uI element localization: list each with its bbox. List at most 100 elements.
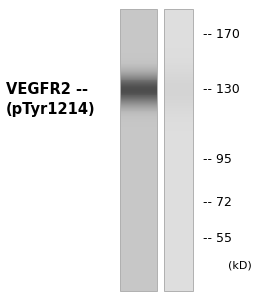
Bar (120, 220, 157, 221)
Bar (120, 229, 157, 230)
Bar (120, 200, 157, 201)
Bar (120, 117, 157, 118)
Bar (164, 100, 193, 101)
Bar (120, 202, 157, 203)
Bar (120, 209, 157, 210)
Bar (120, 245, 157, 246)
Bar (120, 25, 157, 26)
Bar (120, 19, 157, 20)
Bar (120, 143, 157, 144)
Bar (120, 201, 157, 202)
Bar (120, 188, 157, 190)
Bar (120, 45, 157, 46)
Bar (120, 156, 157, 157)
Text: -- 72: -- 72 (203, 196, 232, 209)
Bar (164, 102, 193, 103)
Bar (164, 226, 193, 227)
Bar (120, 247, 157, 248)
Bar (164, 197, 193, 198)
Bar (164, 90, 193, 91)
Bar (164, 85, 193, 86)
Bar (164, 46, 193, 47)
Bar (120, 139, 157, 140)
Bar (164, 108, 193, 109)
Bar (164, 117, 193, 118)
Bar (120, 211, 157, 212)
Bar (120, 135, 157, 136)
Bar (164, 210, 193, 211)
Bar (164, 131, 193, 132)
Bar (164, 40, 193, 41)
Bar (164, 66, 193, 67)
Bar (164, 21, 193, 22)
Bar (164, 14, 193, 15)
Bar (164, 288, 193, 289)
Bar (164, 98, 193, 99)
Bar (120, 31, 157, 32)
Bar (164, 138, 193, 139)
Bar (120, 213, 157, 214)
Bar (164, 25, 193, 26)
Bar (120, 88, 157, 89)
Bar (120, 155, 157, 156)
Bar (164, 173, 193, 174)
Bar (164, 145, 193, 146)
Bar (164, 276, 193, 277)
Bar (164, 237, 193, 238)
Bar (164, 249, 193, 250)
Bar (164, 289, 193, 290)
Bar (164, 92, 193, 93)
Bar (120, 234, 157, 235)
Bar (164, 263, 193, 264)
Bar (164, 202, 193, 204)
Bar (120, 254, 157, 255)
Bar (164, 242, 193, 243)
Bar (164, 271, 193, 272)
Bar (120, 29, 157, 30)
Bar (164, 81, 193, 82)
Bar (120, 66, 157, 67)
Bar (164, 141, 193, 142)
Bar (164, 266, 193, 267)
Bar (120, 246, 157, 247)
Bar (120, 196, 157, 197)
Bar (120, 61, 157, 63)
Bar (164, 126, 193, 127)
Bar (120, 38, 157, 39)
Bar (120, 78, 157, 79)
Bar (120, 77, 157, 78)
Bar (120, 166, 157, 167)
Bar (164, 182, 193, 183)
Bar (164, 267, 193, 268)
Bar (120, 191, 157, 192)
Bar (164, 225, 193, 226)
Bar (164, 166, 193, 167)
Bar (120, 272, 157, 273)
Bar (164, 265, 193, 266)
Bar (120, 199, 157, 200)
Bar (120, 104, 157, 105)
Bar (164, 105, 193, 106)
Bar (164, 103, 193, 104)
Bar (120, 222, 157, 223)
Bar (120, 286, 157, 287)
Bar (120, 127, 157, 128)
Bar (164, 284, 193, 285)
Bar (164, 73, 193, 74)
Bar (120, 146, 157, 147)
Bar (120, 40, 157, 41)
Bar (120, 174, 157, 175)
Bar (120, 120, 157, 121)
Bar (120, 178, 157, 179)
Bar (120, 240, 157, 241)
Bar (120, 55, 157, 56)
Bar (120, 101, 157, 102)
Bar (164, 215, 193, 216)
Bar (164, 139, 193, 140)
Bar (164, 130, 193, 131)
Bar (120, 73, 157, 74)
Bar (120, 271, 157, 272)
Bar (120, 276, 157, 277)
Bar (164, 41, 193, 42)
Bar (120, 99, 157, 100)
